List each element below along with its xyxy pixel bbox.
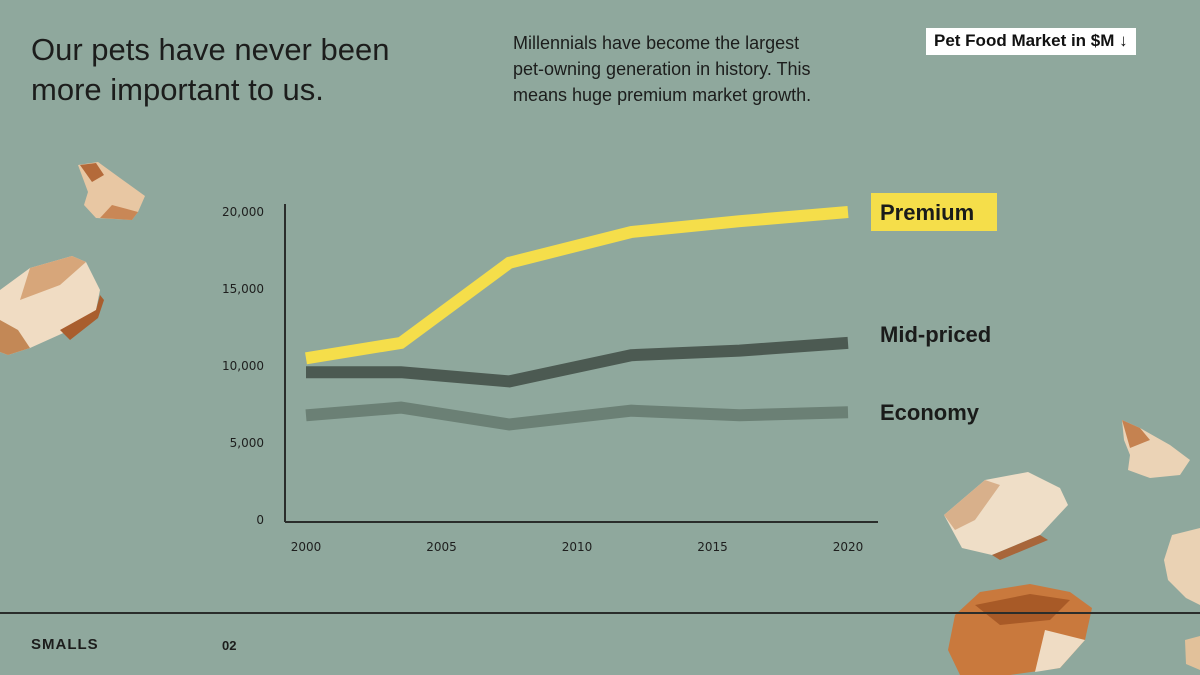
chicken-piece-roasted-bottom — [948, 584, 1092, 675]
x-tick-label: 2000 — [291, 540, 322, 554]
chicken-piece-right-edge — [1164, 528, 1200, 670]
market-badge: Pet Food Market in $M ↓ — [926, 28, 1136, 55]
y-tick-label: 10,000 — [222, 359, 264, 373]
slide-subtext: Millennials have become the largest pet-… — [513, 33, 812, 105]
y-tick-label: 0 — [256, 513, 264, 527]
x-tick-label: 2020 — [833, 540, 864, 554]
footer-divider — [0, 612, 1200, 614]
chicken-piece-right-middle — [944, 472, 1068, 560]
chicken-piece-top-left — [78, 162, 145, 220]
chicken-piece-right-small — [1122, 420, 1190, 478]
chicken-piece-left — [0, 256, 104, 355]
series-line-premium — [305, 206, 849, 365]
series-label-economy: Economy — [880, 400, 980, 425]
series-line-economy — [305, 401, 849, 431]
series-label-premium: Premium — [880, 200, 974, 225]
y-tick-label: 20,000 — [222, 205, 264, 219]
premium-label-highlight — [871, 193, 997, 231]
market-badge-label: Pet Food Market in $M — [934, 31, 1115, 50]
slide-headline: Our pets have never been more important … — [31, 32, 390, 107]
page-number: 02 — [222, 638, 237, 653]
x-tick-label: 2005 — [426, 540, 457, 554]
y-tick-label: 15,000 — [222, 282, 264, 296]
series-label-mid-priced: Mid-priced — [880, 322, 991, 347]
x-tick-label: 2010 — [562, 540, 593, 554]
y-tick-label: 5,000 — [230, 436, 264, 450]
arrow-down-icon: ↓ — [1119, 31, 1128, 50]
x-tick-label: 2015 — [697, 540, 728, 554]
brand-name: SMALLS — [31, 636, 99, 653]
series-line-mid-priced — [306, 336, 849, 388]
